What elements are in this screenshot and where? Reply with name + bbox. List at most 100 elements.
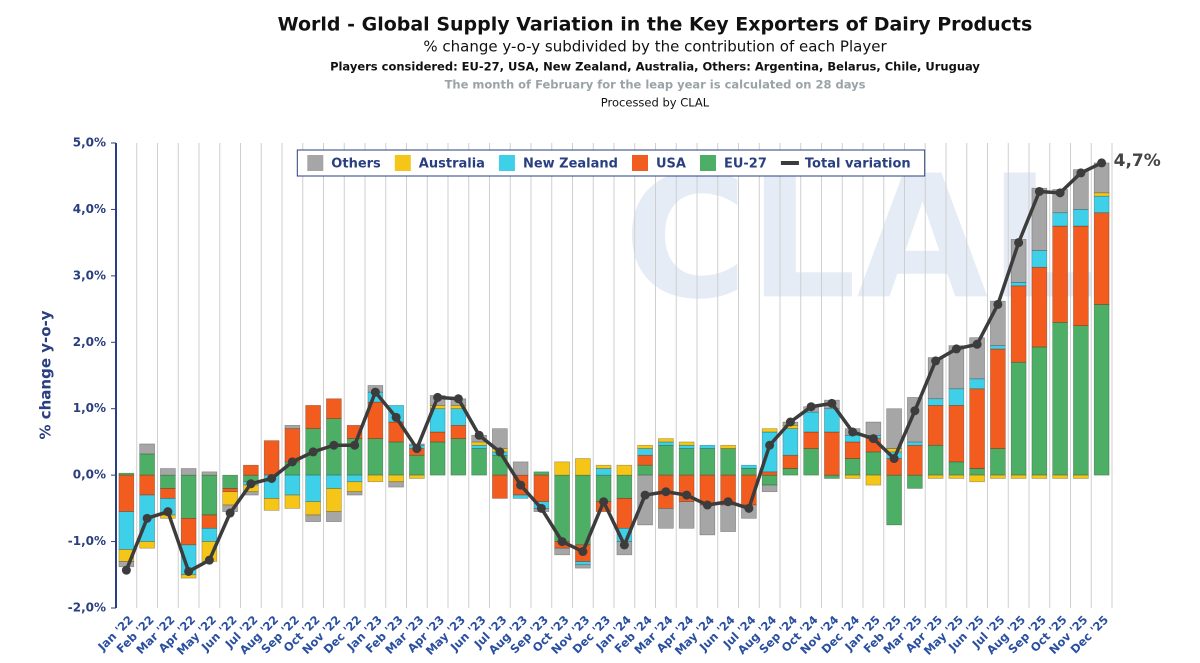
total-point	[246, 479, 256, 489]
legend-label: Total variation	[805, 157, 911, 172]
bar-segment	[180, 474, 197, 519]
bar-segment	[803, 448, 819, 476]
bar-segment	[948, 405, 965, 463]
bar-segment	[201, 514, 218, 529]
bar-segment	[243, 464, 259, 476]
bar-segment	[326, 511, 342, 522]
bar-segment	[1093, 195, 1110, 214]
bar-segment	[990, 348, 1006, 449]
total-point	[744, 503, 754, 513]
bar-segment	[471, 448, 487, 476]
bar-segment	[865, 451, 882, 476]
total-point	[910, 406, 920, 416]
total-point	[433, 392, 443, 402]
total-point	[661, 487, 671, 497]
y-tick-label: 1,0%	[73, 401, 106, 415]
bar-segment	[948, 474, 965, 479]
bar-segment	[616, 498, 633, 529]
total-point	[1097, 158, 1107, 168]
bar-segment	[222, 488, 238, 493]
total-point	[993, 299, 1003, 309]
bar-segment	[927, 398, 944, 406]
bar-segment	[367, 474, 384, 483]
total-point	[163, 507, 173, 517]
bar-segment	[450, 425, 467, 439]
bar-segment	[637, 448, 653, 456]
bar-segment	[118, 511, 135, 550]
bar-segment	[865, 421, 882, 436]
total-point	[806, 402, 816, 412]
total-point	[931, 356, 941, 366]
bar-segment	[1031, 187, 1048, 251]
bar-segment	[741, 468, 757, 476]
bar-segment	[1093, 192, 1110, 197]
bar-segment	[1073, 325, 1089, 476]
bar-segment	[1010, 282, 1027, 287]
bar-segment	[305, 514, 321, 522]
bar-segment	[284, 425, 301, 429]
total-point	[868, 434, 878, 444]
legend-swatch	[699, 155, 716, 171]
y-axis-title: % change y-o-y	[37, 310, 55, 439]
y-tick-label: 5,0%	[73, 136, 106, 150]
bar-segment	[575, 561, 591, 566]
bar-segment	[969, 378, 985, 390]
bar-segment	[388, 441, 404, 476]
total-point	[972, 339, 982, 349]
total-point	[412, 444, 422, 454]
legend-label: USA	[656, 157, 686, 172]
bar-segment	[180, 518, 197, 546]
total-point	[204, 555, 214, 565]
bar-segment	[990, 345, 1006, 350]
bar-segment	[741, 464, 757, 469]
bar-segment	[263, 440, 280, 476]
total-point	[1076, 168, 1086, 178]
bar-segment	[429, 441, 446, 476]
bar-segment	[512, 494, 529, 499]
legend-label: EU-27	[724, 157, 767, 172]
bar-segment	[1073, 474, 1089, 479]
bar-segment	[1073, 225, 1089, 326]
bar-segment	[326, 398, 342, 419]
bar-segment	[927, 474, 944, 479]
bar-segment	[492, 474, 508, 499]
bar-segment	[658, 441, 674, 446]
bar-segment	[720, 444, 736, 449]
leap-note: The month of February for the leap year …	[445, 78, 866, 92]
total-point	[682, 490, 692, 500]
bar-segment	[326, 474, 342, 489]
bar-segment	[678, 441, 695, 446]
bar-segment	[575, 564, 591, 569]
y-tick-label: 2,0%	[73, 335, 106, 349]
total-point	[951, 344, 961, 354]
bar-segment	[803, 411, 819, 433]
bar-segment	[201, 474, 218, 516]
bar-segment	[637, 444, 653, 449]
bar-segment	[907, 474, 923, 489]
total-point	[267, 473, 277, 483]
bar-segment	[139, 474, 155, 496]
bar-segment	[305, 405, 321, 429]
total-point	[536, 503, 546, 513]
bar-segment	[139, 541, 155, 549]
bar-segment	[409, 454, 425, 476]
bar-segment	[1093, 212, 1110, 305]
bar-segment	[1031, 346, 1048, 476]
y-tick-label: 0,0%	[73, 468, 106, 482]
bar-segment	[782, 468, 799, 476]
legend: Others Australia New Zealand USA EU-27 Total …	[296, 149, 926, 177]
bar-segment	[284, 494, 301, 509]
legend-swatch	[307, 155, 324, 171]
bar-segment	[1010, 361, 1027, 476]
bar-segment	[284, 428, 301, 463]
bar-segment	[346, 474, 363, 483]
bar-segment	[512, 461, 529, 476]
bar-segment	[907, 441, 923, 446]
bar-segment	[409, 474, 425, 479]
bar-segment	[990, 474, 1006, 479]
players-note: Players considered: EU-27, USA, New Zeal…	[330, 60, 980, 74]
total-point	[785, 417, 795, 427]
total-point	[557, 537, 567, 547]
bar-segment	[699, 448, 716, 476]
bar-segment	[346, 491, 363, 496]
